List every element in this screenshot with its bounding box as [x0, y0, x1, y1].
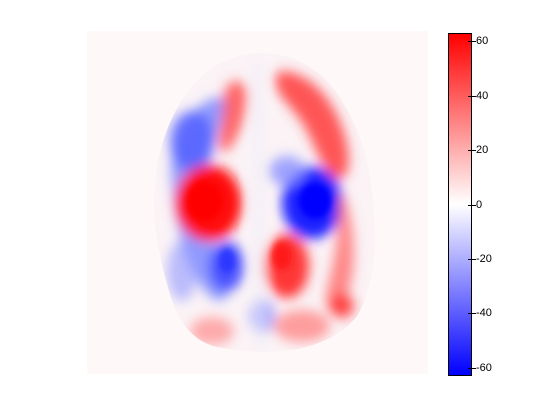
colorbar-tick-inner — [468, 41, 472, 42]
colorbar-tick-label: -20 — [476, 253, 492, 265]
brain-slice-image — [87, 31, 428, 374]
colorbar — [448, 33, 472, 376]
brain-slice-icon — [87, 31, 428, 374]
colorbar-tick-label: 0 — [476, 199, 483, 211]
colorbar-tick — [472, 150, 476, 151]
colorbar-tick-label: -40 — [476, 307, 492, 319]
colorbar-tick-label: -60 — [476, 362, 492, 374]
colorbar-tick — [472, 205, 476, 206]
colorbar-tick-label: 20 — [476, 144, 489, 156]
colorbar-tick — [472, 41, 476, 42]
colorbar-tick-inner — [468, 96, 472, 97]
colorbar-tick-inner — [468, 150, 472, 151]
colorbar-tick-inner — [468, 313, 472, 314]
colorbar-tick-inner — [468, 205, 472, 206]
colorbar-tick — [472, 313, 476, 314]
colorbar-tick-label: 40 — [476, 90, 489, 102]
colorbar-gradient-icon — [449, 34, 471, 375]
colorbar-tick — [472, 259, 476, 260]
colorbar-tick-inner — [468, 368, 472, 369]
colorbar-tick — [472, 368, 476, 369]
colorbar-tick-inner — [468, 259, 472, 260]
colorbar-tick-label: 60 — [476, 35, 489, 47]
colorbar-tick — [472, 96, 476, 97]
